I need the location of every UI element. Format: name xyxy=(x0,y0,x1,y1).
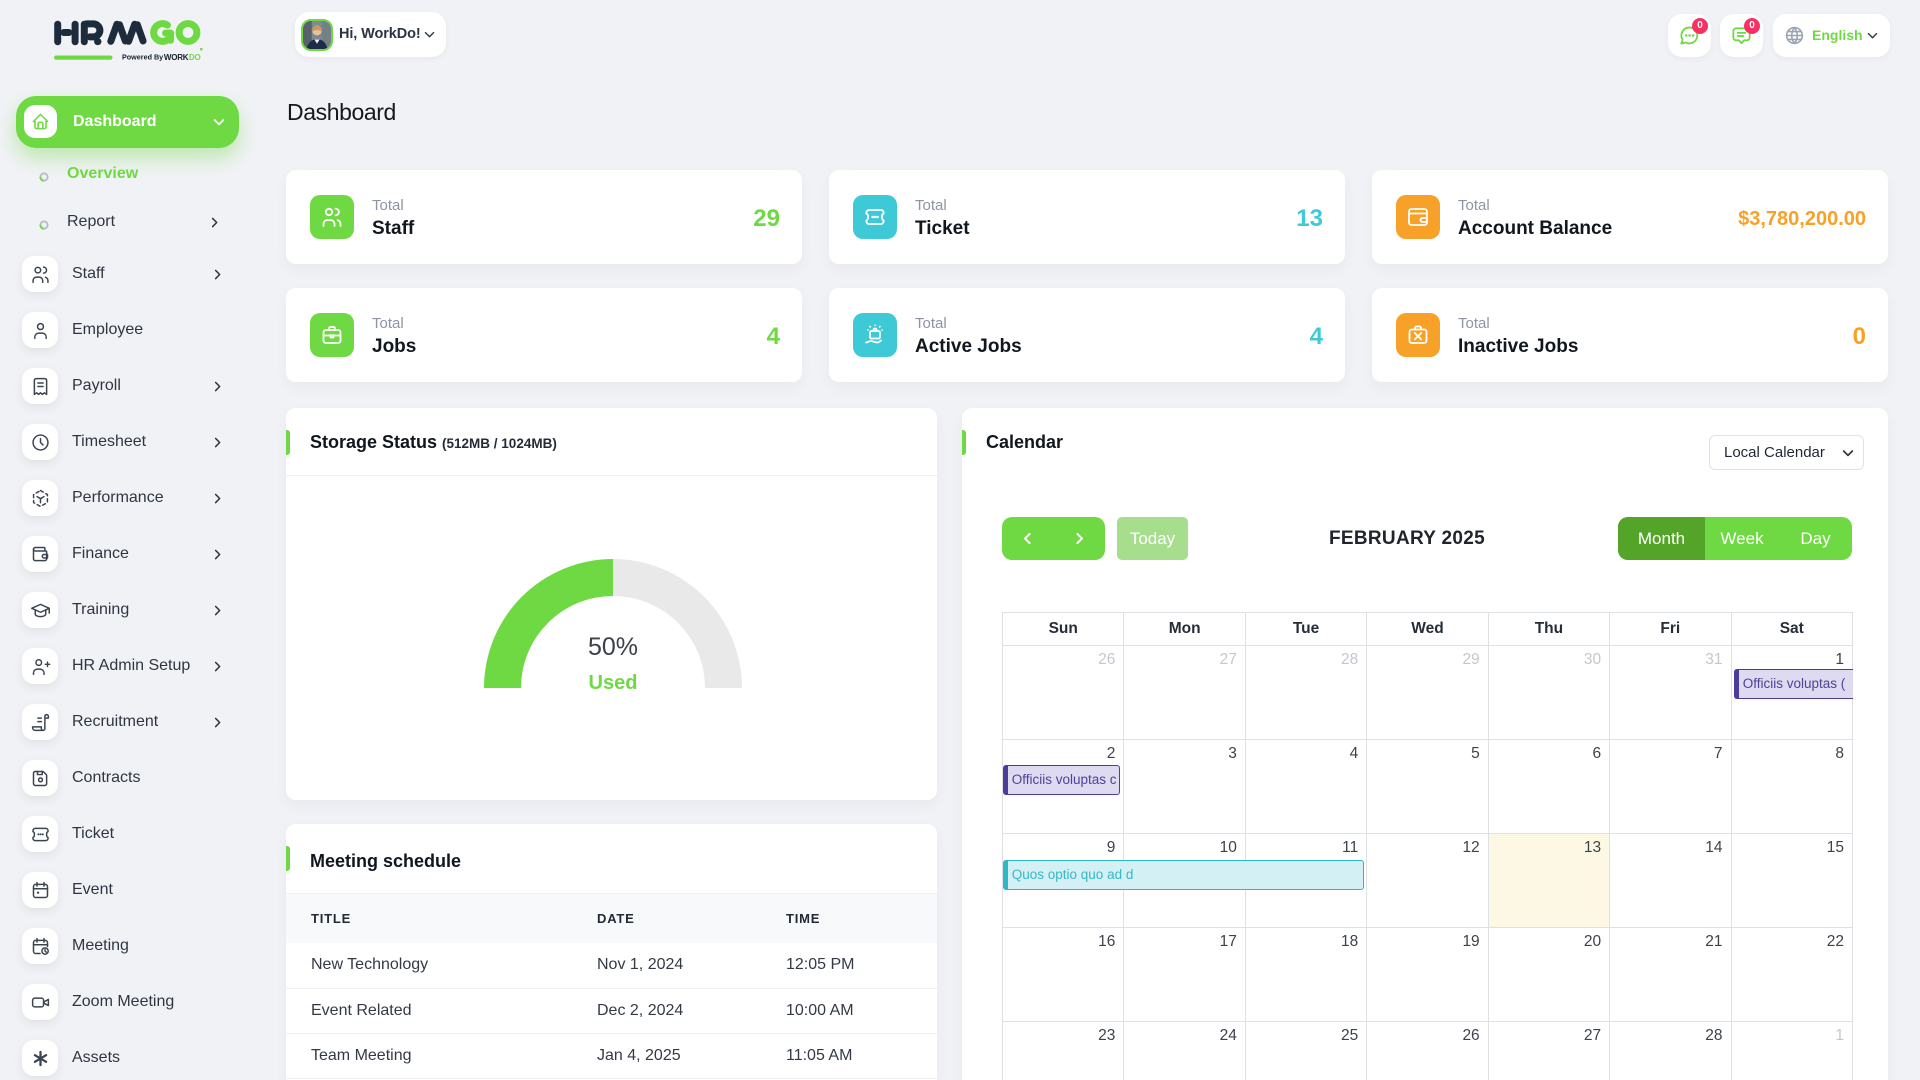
svg-text:Powered By: Powered By xyxy=(122,53,163,62)
svg-text:50%: 50% xyxy=(588,633,638,661)
svg-text:Used: Used xyxy=(589,672,638,694)
svg-text:DO: DO xyxy=(189,53,201,62)
svg-text:WORK: WORK xyxy=(164,53,189,62)
